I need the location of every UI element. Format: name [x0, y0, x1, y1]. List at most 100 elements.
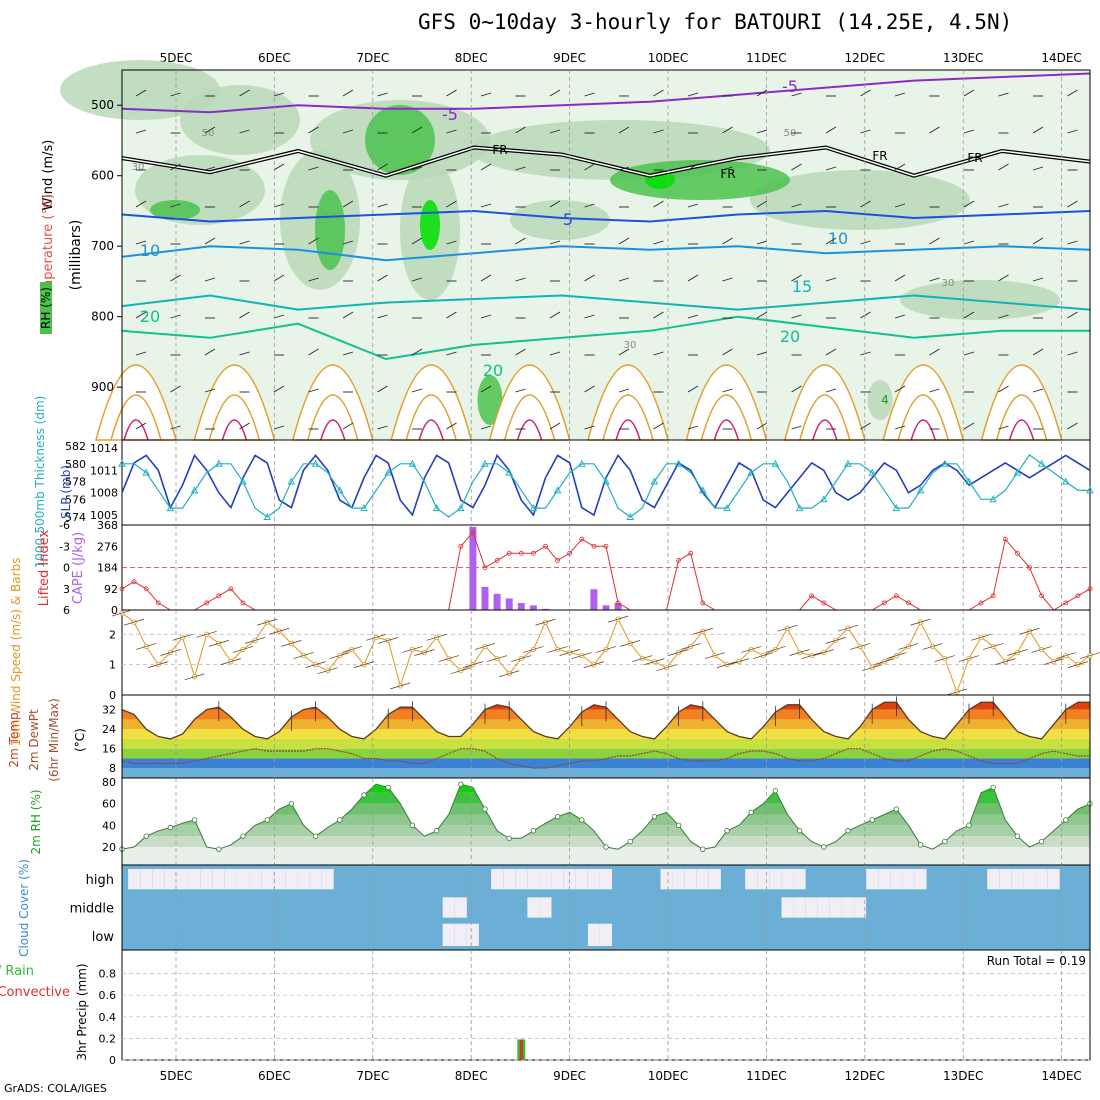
wind-barb	[722, 237, 733, 245]
surface-wind-barb	[317, 667, 338, 675]
cloud-high-block	[164, 869, 177, 890]
surface-wind-barb	[777, 624, 798, 632]
top-day-label: 13DEC	[943, 51, 983, 65]
cloud-high-block	[212, 869, 225, 890]
ylabel-convective: Convective	[0, 985, 70, 1000]
wind-barb	[446, 422, 457, 430]
cloud-high-block	[128, 869, 141, 890]
wind-barb	[515, 126, 526, 134]
wind-barb	[963, 129, 975, 134]
bottom-day-label: 11DEC	[746, 1069, 786, 1083]
lifted-index-marker	[990, 593, 996, 599]
cloud-high-block	[708, 869, 721, 890]
cape-tick-label: 276	[97, 540, 118, 553]
cloud-high-block	[914, 869, 927, 890]
surface-wind-barb	[438, 655, 459, 662]
cloud-high-block	[793, 869, 806, 890]
wind-barb	[446, 200, 457, 208]
surface-wind-barb	[632, 655, 653, 662]
rh2m-marker	[167, 824, 174, 831]
cape-bar	[529, 605, 537, 610]
bottom-day-label: 14DEC	[1041, 1069, 1081, 1083]
contour-label: 10	[828, 229, 848, 248]
wind-barb	[998, 163, 1009, 171]
wind-barb	[308, 237, 319, 245]
cloud-high-block	[527, 869, 540, 890]
precip-tick-label: 0.8	[99, 968, 117, 981]
contour-label: FR	[967, 151, 982, 165]
thickness-marker	[795, 504, 804, 512]
rh2m-marker	[579, 817, 585, 823]
hot-isotherm	[812, 419, 838, 441]
cloud-high-block	[587, 869, 600, 890]
surface-wind-barb	[716, 661, 738, 668]
cloud-high-block	[1023, 869, 1036, 890]
cloud-level-label: high	[86, 873, 114, 888]
surface-wind-barb	[172, 633, 193, 641]
lifted-index-marker	[615, 600, 621, 606]
surface-wind-barb	[208, 640, 229, 647]
lifted-index-marker	[591, 543, 597, 549]
contour-label: 4	[881, 393, 889, 407]
thickness-marker	[360, 504, 368, 512]
rh2m-marker	[385, 784, 391, 791]
cape-bar	[469, 526, 477, 610]
wind-barb	[549, 200, 561, 208]
wind-barb	[894, 163, 906, 171]
wind-barb	[894, 385, 906, 393]
thickness-marker	[989, 495, 997, 503]
ylabel-total-rain: Total / Rain	[0, 964, 34, 979]
lifted-index-marker	[894, 593, 899, 599]
temp-tick-label: 32	[102, 704, 116, 717]
surface-wind-barb	[753, 652, 774, 659]
cloud-high-block	[224, 869, 237, 890]
thickness-tick-label: 582	[65, 440, 86, 453]
surface-wind-barb	[728, 658, 750, 665]
surface-wind-barb	[934, 655, 955, 662]
wind-barb	[549, 311, 561, 319]
cloud-middle-block	[793, 897, 806, 918]
cloud-middle-block	[781, 897, 794, 918]
surface-wind-barb	[741, 646, 762, 653]
surface-wind-barb	[1067, 661, 1089, 668]
rh2m-marker	[288, 800, 295, 807]
cloud-high-block	[1047, 869, 1060, 890]
thickness-marker	[1062, 477, 1070, 485]
wind-barb	[756, 89, 768, 97]
surface-wind-barb	[656, 664, 677, 672]
wind-barb	[446, 311, 457, 319]
surface-wind-barb	[111, 609, 133, 617]
wind-barb	[377, 425, 388, 430]
surface-wind-barb	[365, 633, 387, 641]
slp-tick-label: 1005	[90, 509, 118, 522]
wind-barb	[308, 277, 319, 282]
wind-barb	[929, 166, 940, 171]
surface-wind-barb	[486, 655, 508, 662]
cloud-middle-block	[854, 897, 867, 918]
thickness-marker	[699, 486, 707, 494]
bottom-day-label: 12DEC	[845, 1069, 885, 1083]
bottom-day-label: 8DEC	[455, 1069, 488, 1083]
surface-wind-barb	[874, 658, 895, 665]
surface-wind-barb	[801, 652, 822, 659]
cape-bar	[481, 586, 489, 610]
wind-barb	[998, 385, 1009, 393]
rh2m-marker	[675, 822, 682, 829]
rh2m-marker	[216, 846, 222, 852]
contour-label: 30	[132, 162, 145, 173]
contour-label: 5	[563, 210, 573, 229]
lifted-index-marker	[906, 600, 911, 606]
wind-barb	[515, 388, 526, 393]
cloud-high-block	[600, 869, 612, 890]
rh2m-marker	[942, 838, 948, 845]
thickness-marker	[941, 459, 949, 467]
lifted-index-marker	[1002, 536, 1008, 542]
rh2m-marker	[143, 833, 149, 839]
surface-wind-barb	[123, 618, 145, 626]
wind-barb	[618, 237, 630, 245]
surface-wind-barb	[970, 633, 992, 641]
wind-barb	[239, 240, 250, 245]
rh-contour-area	[477, 375, 503, 425]
thickness-marker	[820, 495, 828, 503]
surface-wind-barb	[511, 655, 532, 662]
